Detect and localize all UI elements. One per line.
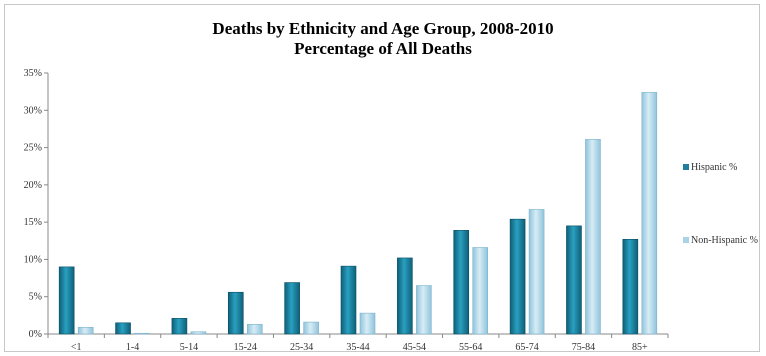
non-hispanic-bar (190, 331, 207, 335)
hispanic-bar (115, 322, 131, 335)
x-tick-label: <1 (71, 342, 82, 353)
y-tick-label: 0% (29, 329, 42, 340)
x-tick-label: 1-4 (126, 342, 139, 353)
x-tick-label: 35-44 (346, 342, 369, 353)
chart-title: Deaths by Ethnicity and Age Group, 2008-… (212, 19, 553, 38)
non-hispanic-bar (472, 247, 489, 335)
x-tick-label: 25-34 (290, 342, 313, 353)
hispanic-bar (509, 218, 526, 335)
y-tick-label: 25% (24, 143, 42, 154)
bars-group (58, 92, 658, 335)
legend: Hispanic % Non-Hispanic % (683, 162, 758, 246)
y-tick-label: 15% (24, 217, 42, 228)
non-hispanic-bar (528, 209, 545, 335)
hispanic-bar (227, 291, 244, 335)
y-tick-label: 20% (24, 180, 42, 191)
x-tick-label: 45-54 (403, 342, 426, 353)
x-tick-label: 65-74 (515, 342, 538, 353)
hispanic-bar (622, 238, 639, 335)
x-tick-label: 55-64 (459, 342, 482, 353)
axes (47, 73, 668, 335)
hispanic-bar (453, 230, 470, 335)
legend-label: Hispanic % (691, 162, 737, 173)
non-hispanic-bar (134, 332, 150, 335)
non-hispanic-bar (303, 321, 319, 335)
x-tick-label: 5-14 (180, 342, 198, 353)
non-hispanic-bar (641, 92, 658, 335)
hispanic-bar (566, 225, 582, 335)
hispanic-bar (171, 318, 188, 335)
hispanic-bar (397, 257, 413, 335)
x-tick-label: 15-24 (234, 342, 257, 353)
hispanic-bar (340, 265, 357, 335)
legend-label: Non-Hispanic % (691, 235, 758, 246)
legend-swatch (683, 237, 689, 243)
non-hispanic-bar (359, 312, 376, 335)
y-tick-label: 30% (24, 105, 42, 116)
chart-subtitle: Percentage of All Deaths (294, 39, 472, 58)
y-tick-label: 5% (29, 292, 42, 303)
hispanic-bar (58, 266, 75, 335)
y-tick-label: 35% (24, 68, 42, 79)
x-tick-label: 85+ (632, 342, 648, 353)
non-hispanic-bar (416, 285, 432, 335)
y-axis-ticks: 0% 5% 10% 15% 20% 25% 30% 35% (24, 68, 48, 340)
non-hispanic-bar (585, 139, 601, 335)
legend-swatch (683, 164, 689, 170)
hispanic-bar (284, 282, 300, 335)
x-axis-ticks: <1 1-4 5-14 15-24 25-34 35-44 45-54 55-64 65-74 7… (47, 334, 669, 353)
x-tick-label: 75-84 (572, 342, 595, 353)
non-hispanic-bar (246, 324, 263, 335)
non-hispanic-bar (77, 326, 94, 335)
y-tick-label: 10% (24, 254, 42, 265)
